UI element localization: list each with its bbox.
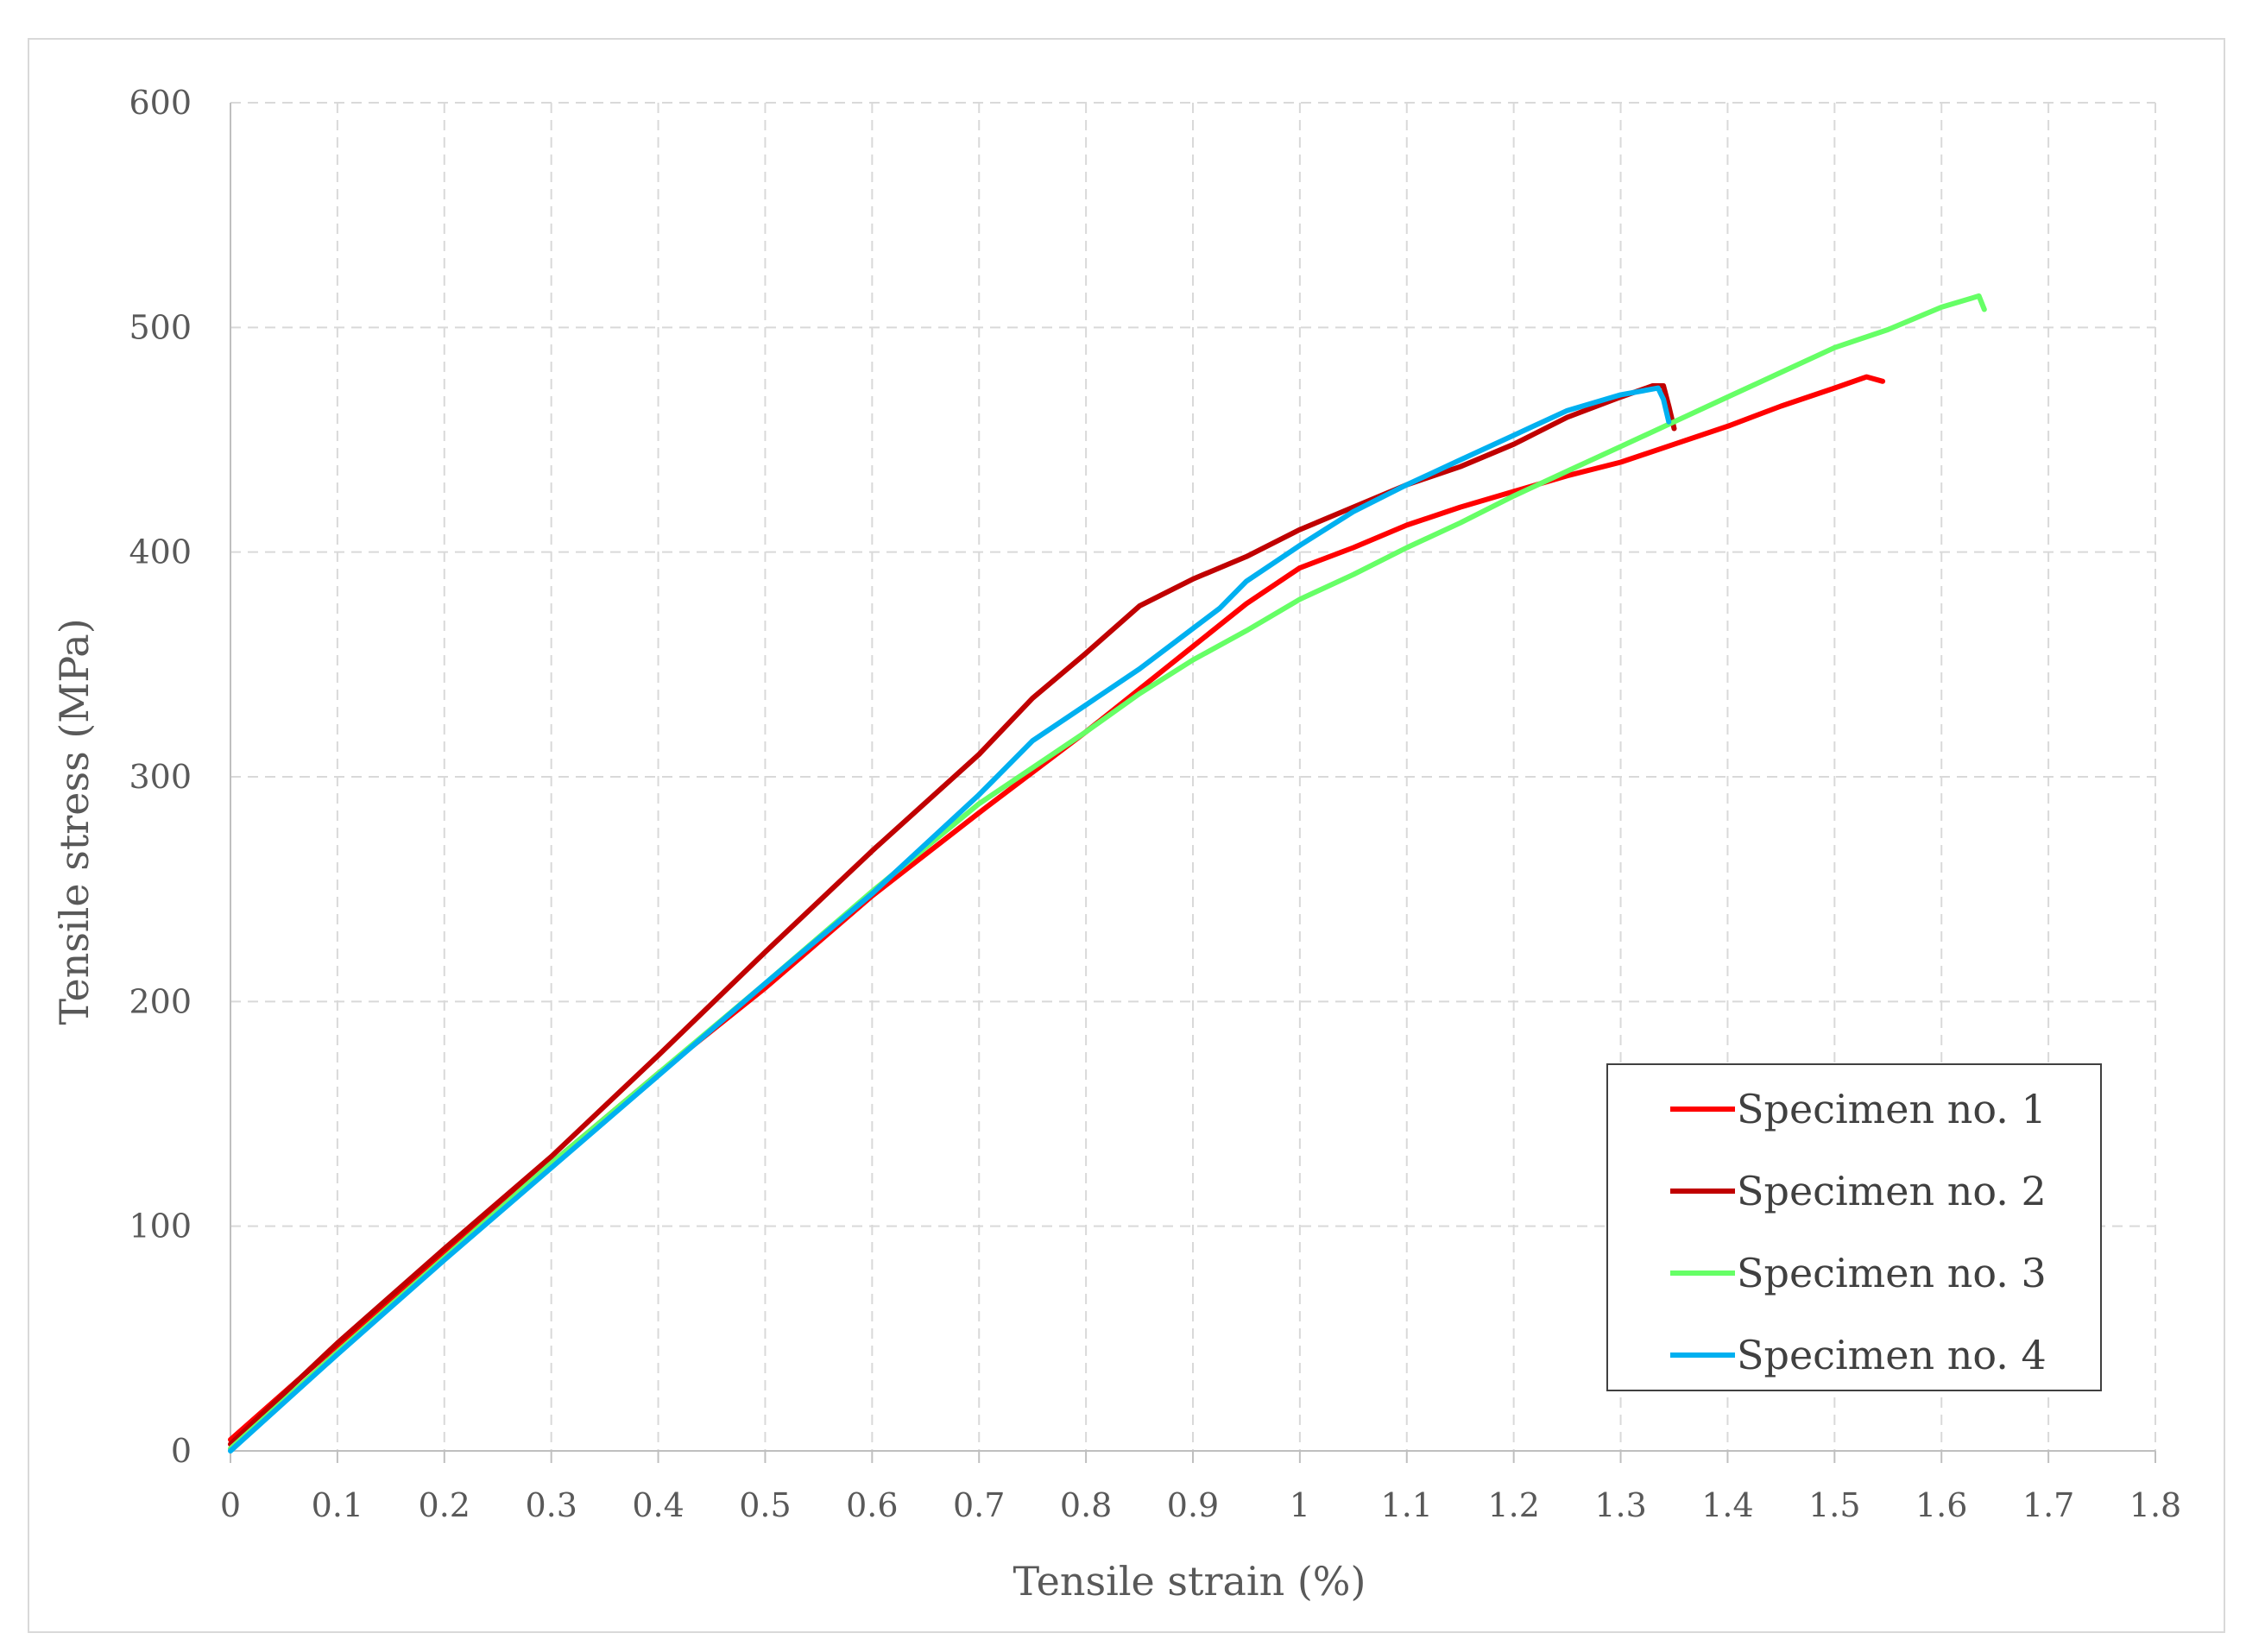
x-tick-label: 0.3 — [525, 1486, 577, 1524]
x-tick-label: 1.6 — [1915, 1486, 1967, 1524]
x-tick-label: 1.1 — [1381, 1486, 1433, 1524]
x-tick-label: 1.5 — [1808, 1486, 1860, 1524]
y-tick-label: 100 — [129, 1207, 192, 1245]
x-tick-label: 1.4 — [1701, 1486, 1753, 1524]
x-tick-label: 0.4 — [632, 1486, 684, 1524]
x-tick-label: 0.6 — [846, 1486, 898, 1524]
x-tick-label: 1.3 — [1594, 1486, 1646, 1524]
y-tick-label: 200 — [129, 982, 192, 1020]
x-tick-labels: 0 0.1 0.2 0.3 0.4 0.5 0.6 0.7 0.8 0.9 1 1.1 1.2 1.3 1.… — [220, 1486, 2181, 1524]
x-tick-label: 1.7 — [2022, 1486, 2074, 1524]
series-line-2 — [228, 383, 1677, 1447]
y-axis-title: Tensile stress (MPa) — [51, 618, 98, 1025]
y-tick-label: 600 — [129, 84, 192, 122]
x-axis-title: Tensile strain (%) — [1013, 1558, 1366, 1605]
legend: Specimen no. 1 Specimen no. 2 Specimen no.… — [1606, 1063, 2102, 1391]
x-tick-label: 0.7 — [953, 1486, 1005, 1524]
x-tick-label: 1 — [1290, 1486, 1310, 1524]
series-line-4 — [228, 385, 1672, 1453]
grid-lines — [230, 102, 2156, 1451]
legend-label-1: Specimen no. 1 — [1737, 1086, 2047, 1132]
x-tick-label: 0.2 — [419, 1486, 470, 1524]
series-lines — [228, 293, 1987, 1453]
x-tick-label: 0.9 — [1167, 1486, 1219, 1524]
legend-label-2: Specimen no. 2 — [1737, 1168, 2047, 1214]
x-tick-label: 0.1 — [312, 1486, 363, 1524]
x-tick-label: 1.8 — [2129, 1486, 2181, 1524]
y-tick-label: 300 — [129, 758, 192, 796]
x-tick-label: 1.2 — [1487, 1486, 1539, 1524]
x-tick-label: 0 — [220, 1486, 241, 1524]
x-tick-label: 0.8 — [1060, 1486, 1112, 1524]
legend-items: Specimen no. 1 Specimen no. 2 Specimen no.… — [1670, 1086, 2047, 1378]
y-tick-labels: 0 100 200 300 400 500 600 — [129, 84, 192, 1470]
y-tick-label: 400 — [129, 533, 192, 571]
x-tick-label: 0.5 — [739, 1486, 791, 1524]
y-tick-label: 0 — [171, 1432, 192, 1470]
legend-box — [1606, 1063, 2102, 1391]
legend-label-3: Specimen no. 3 — [1737, 1250, 2047, 1296]
y-tick-label: 500 — [129, 308, 192, 346]
legend-label-4: Specimen no. 4 — [1737, 1332, 2047, 1378]
